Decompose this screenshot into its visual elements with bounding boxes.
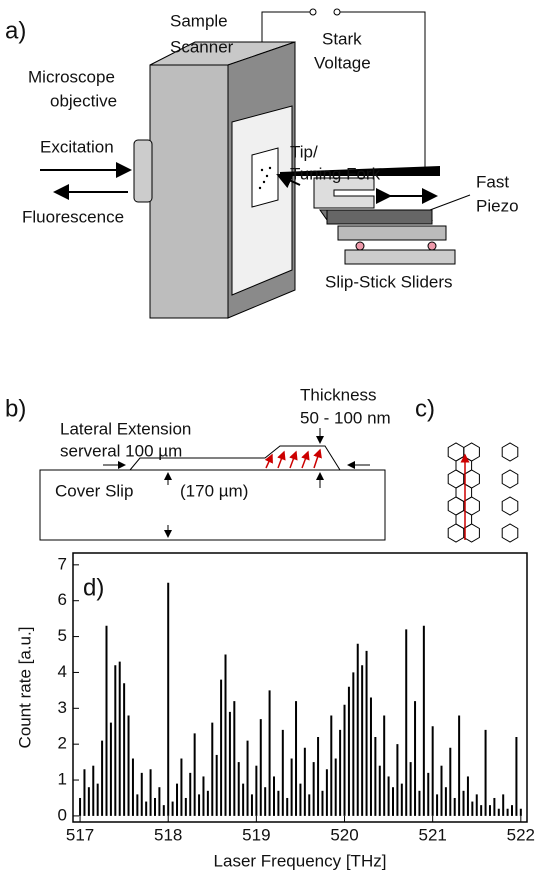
figure: a) Sample Scanner Stark Voltage Microsco… [0,0,537,876]
x-tick-label: 520 [330,825,358,844]
ring [448,524,464,542]
label: Fluorescence [22,207,124,226]
x-tick-label: 517 [66,825,94,844]
panel-label: a) [5,17,26,44]
y-axis-label: Count rate [a.u.] [15,627,34,749]
chart-title: d) [83,574,104,601]
x-axis-label: Laser Frequency [THz] [214,851,387,870]
ring [502,470,518,488]
label: Thickness [300,385,377,404]
y-tick-label: 7 [58,554,67,573]
y-tick-label: 6 [58,590,67,609]
y-tick-label: 3 [58,698,67,717]
panel-label: c) [415,395,435,422]
label: Microscope [28,67,115,86]
panel-c: c) [415,395,518,542]
ring [502,443,518,461]
label: (170 µm) [180,481,248,500]
label: serveral 100 µm [60,441,182,460]
label: Piezo [476,196,519,215]
label: Stark [322,29,362,48]
y-tick-label: 2 [58,734,67,753]
panel-a: a) Sample Scanner Stark Voltage Microsco… [5,9,519,318]
ring [502,524,518,542]
label: Scanner [170,37,234,56]
label: Sample [170,11,228,30]
x-tick-label: 519 [242,825,270,844]
label: objective [50,91,117,110]
ring [502,497,518,515]
label: Cover Slip [55,481,133,500]
y-tick-label: 4 [58,662,67,681]
label: Lateral Extension [60,419,191,438]
panel-b: b) Lateral Extension serveral 100 µm Thi… [5,385,391,540]
ring [464,524,480,542]
y-tick-label: 1 [58,770,67,789]
label: Fast [476,172,509,191]
label: Tuning Fork [290,164,381,183]
label: Slip-Stick Sliders [325,272,453,291]
label: Excitation [40,137,114,156]
y-tick-label: 0 [58,805,67,824]
x-tick-label: 521 [418,825,446,844]
x-tick-label: 522 [507,825,535,844]
label: 50 - 100 nm [300,408,391,427]
x-tick-label: 518 [154,825,182,844]
panel-label: b) [5,395,26,422]
label: Tip/ [290,142,318,161]
y-tick-label: 5 [58,626,67,645]
label: Voltage [314,53,371,72]
